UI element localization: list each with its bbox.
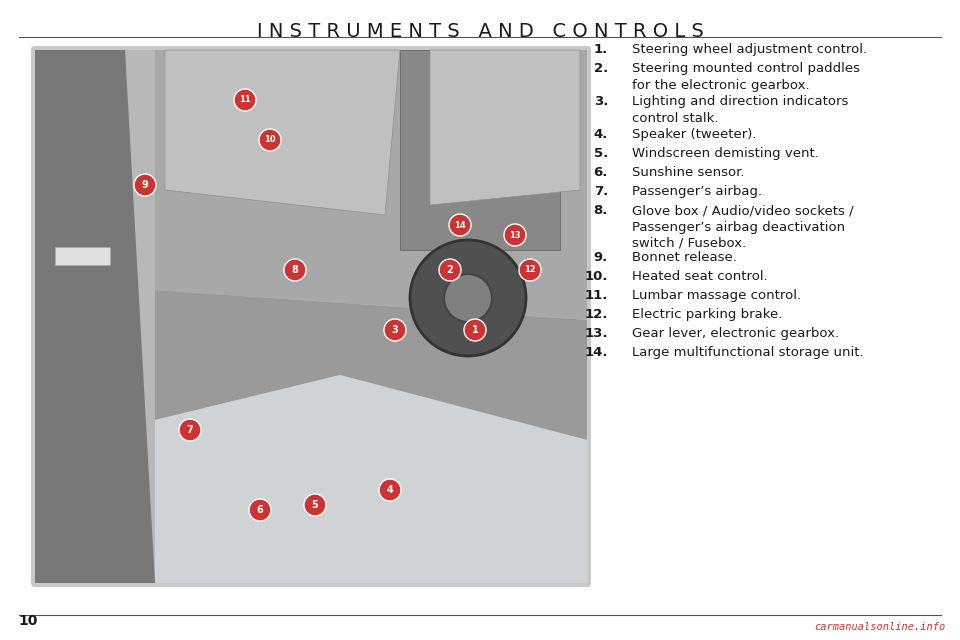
Text: 9: 9	[142, 180, 149, 190]
Circle shape	[284, 259, 306, 281]
Text: Large multifunctional storage unit.: Large multifunctional storage unit.	[632, 346, 864, 359]
Text: 7: 7	[186, 425, 193, 435]
Bar	[400, 50, 560, 250]
Circle shape	[439, 259, 461, 281]
Circle shape	[134, 174, 156, 196]
Circle shape	[444, 274, 492, 322]
Text: 3: 3	[392, 325, 398, 335]
Circle shape	[179, 419, 201, 441]
Polygon shape	[35, 50, 155, 583]
Text: 13: 13	[509, 230, 521, 239]
Text: Lumbar massage control.: Lumbar massage control.	[632, 289, 802, 302]
Polygon shape	[155, 50, 587, 320]
Text: Glove box / Audio/video sockets /
Passenger’s airbag deactivation
switch / Fuseb: Glove box / Audio/video sockets / Passen…	[632, 204, 853, 250]
Text: Gear lever, electronic gearbox.: Gear lever, electronic gearbox.	[632, 327, 839, 340]
Text: 12: 12	[524, 266, 536, 275]
Circle shape	[379, 479, 401, 501]
Polygon shape	[155, 290, 587, 440]
Text: I N S T R U M E N T S   A N D   C O N T R O L S: I N S T R U M E N T S A N D C O N T R O …	[256, 22, 704, 41]
Text: Steering wheel adjustment control.: Steering wheel adjustment control.	[632, 43, 867, 56]
Circle shape	[449, 214, 471, 236]
Text: 1.: 1.	[593, 43, 608, 56]
Text: Steering mounted control paddles
for the electronic gearbox.: Steering mounted control paddles for the…	[632, 62, 860, 92]
Circle shape	[384, 319, 406, 341]
Text: 6.: 6.	[593, 166, 608, 179]
Text: 11: 11	[239, 95, 251, 104]
Text: 5.: 5.	[593, 147, 608, 160]
Text: 1: 1	[471, 325, 478, 335]
Text: 10: 10	[18, 614, 37, 628]
Text: carmanualsonline.info: carmanualsonline.info	[814, 622, 945, 632]
Circle shape	[234, 89, 256, 111]
Bar	[55, 247, 110, 265]
Text: 2: 2	[446, 265, 453, 275]
Text: Sunshine sensor.: Sunshine sensor.	[632, 166, 745, 179]
Text: 14.: 14.	[585, 346, 608, 359]
Text: Bonnet release.: Bonnet release.	[632, 251, 737, 264]
Polygon shape	[165, 50, 400, 215]
Circle shape	[464, 319, 486, 341]
Circle shape	[304, 494, 326, 516]
Text: 8.: 8.	[593, 204, 608, 217]
Text: 6: 6	[256, 505, 263, 515]
Text: 7.: 7.	[593, 185, 608, 198]
Circle shape	[504, 224, 526, 246]
Polygon shape	[155, 375, 587, 583]
Text: Lighting and direction indicators
control stalk.: Lighting and direction indicators contro…	[632, 95, 849, 125]
Text: Speaker (tweeter).: Speaker (tweeter).	[632, 128, 756, 141]
Text: 13.: 13.	[585, 327, 608, 340]
Text: 4: 4	[387, 485, 394, 495]
Text: 10: 10	[264, 136, 276, 145]
Bar	[35, 50, 587, 583]
Text: Electric parking brake.: Electric parking brake.	[632, 308, 782, 321]
Text: 2.: 2.	[593, 62, 608, 75]
Text: 11.: 11.	[585, 289, 608, 302]
Text: Windscreen demisting vent.: Windscreen demisting vent.	[632, 147, 819, 160]
Text: 3.: 3.	[593, 95, 608, 108]
Text: 5: 5	[312, 500, 319, 510]
Text: 10.: 10.	[585, 270, 608, 283]
Circle shape	[249, 499, 271, 521]
Circle shape	[259, 129, 281, 151]
Text: 9.: 9.	[593, 251, 608, 264]
Circle shape	[519, 259, 541, 281]
Text: Heated seat control.: Heated seat control.	[632, 270, 768, 283]
Text: 4.: 4.	[593, 128, 608, 141]
Text: 12.: 12.	[585, 308, 608, 321]
FancyBboxPatch shape	[31, 46, 591, 587]
Text: Passenger’s airbag.: Passenger’s airbag.	[632, 185, 762, 198]
Polygon shape	[430, 50, 580, 205]
Text: 14: 14	[454, 221, 466, 230]
Text: 8: 8	[292, 265, 299, 275]
Circle shape	[410, 240, 526, 356]
